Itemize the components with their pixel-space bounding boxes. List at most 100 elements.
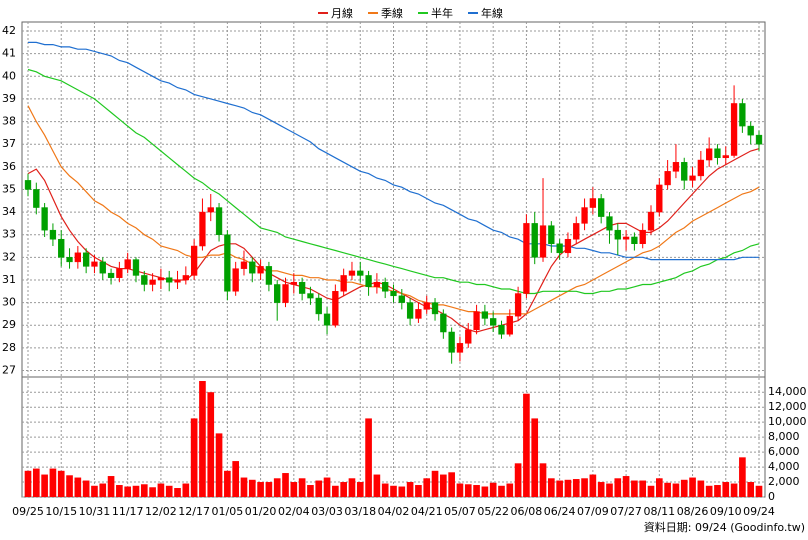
volume-bar <box>489 482 497 497</box>
volume-bar <box>639 480 647 497</box>
volume-bar <box>74 477 82 497</box>
candle-body <box>722 155 729 159</box>
volume-bar <box>257 482 264 497</box>
y-tick-label: 40 <box>2 69 16 82</box>
candle-body <box>647 211 655 231</box>
candle-body <box>66 257 73 263</box>
y-tick-label: 31 <box>2 273 16 286</box>
candle-body <box>249 261 256 274</box>
volume-bar <box>589 474 597 497</box>
y-tick-label: 34 <box>2 205 16 218</box>
volume-bar <box>539 463 547 497</box>
legend: 月線 季線 半年 年線 <box>318 6 503 20</box>
candle-body <box>282 284 289 303</box>
x-tick-label: 04/21 <box>411 505 443 518</box>
x-tick-label: 09/25 <box>12 505 44 518</box>
candle-body <box>415 309 422 319</box>
candle-body <box>174 279 181 283</box>
x-tick-label: 12/02 <box>145 505 177 518</box>
legend-label: 年線 <box>481 6 503 20</box>
volume-bar <box>174 488 181 497</box>
candle-body <box>265 266 273 285</box>
candle-body <box>739 103 746 127</box>
y-tick-label: 41 <box>2 47 16 60</box>
volume-bar <box>448 472 455 497</box>
volume-bar <box>514 463 522 497</box>
volume-bar <box>614 478 622 497</box>
volume-bar <box>182 483 190 497</box>
volume-bar <box>531 418 539 497</box>
volume-bar <box>381 483 389 497</box>
volume-bar <box>705 485 713 497</box>
volume-bar <box>57 470 65 497</box>
candle-body <box>149 279 156 285</box>
volume-bar <box>199 380 206 497</box>
legend-label: 月線 <box>331 6 353 20</box>
volume-bar <box>506 483 514 497</box>
volume-bar <box>356 482 364 497</box>
candle-body <box>406 302 414 319</box>
candle-body <box>240 261 248 269</box>
candle-body <box>498 324 505 335</box>
y-tick-label: 30 <box>2 296 16 309</box>
volume-bar <box>755 485 763 497</box>
volume-bar <box>498 485 505 497</box>
volume-bar <box>697 480 705 497</box>
candle-body <box>257 266 264 274</box>
volume-bar <box>581 478 588 497</box>
candle-body <box>132 259 140 276</box>
x-tick-label: 09/24 <box>743 505 775 518</box>
candle-body <box>340 275 347 292</box>
candle-body <box>730 103 738 156</box>
volume-tick-label: 2,000 <box>768 475 800 488</box>
volume-bar <box>473 485 480 497</box>
candle-body <box>747 125 754 136</box>
x-tick-label: 10/15 <box>45 505 77 518</box>
x-tick-label: 03/18 <box>344 505 376 518</box>
candle-body <box>681 162 688 181</box>
volume-bar <box>373 474 381 497</box>
candle-body <box>523 223 530 294</box>
x-tick-label: 03/03 <box>311 505 343 518</box>
candle-body <box>215 207 223 235</box>
volume-bar <box>157 483 165 497</box>
volume-bar <box>722 482 730 497</box>
candle-body <box>348 270 356 276</box>
volume-bar <box>431 470 439 497</box>
candle-body <box>41 207 48 231</box>
volume-tick-label: 10,000 <box>768 415 807 428</box>
candle-body <box>606 216 613 231</box>
candle-body <box>199 211 206 247</box>
candle-body <box>465 329 472 344</box>
volume-tick-label: 8,000 <box>768 430 800 443</box>
x-tick-label: 07/27 <box>610 505 642 518</box>
x-tick-label: 01/05 <box>212 505 244 518</box>
x-tick-label: 01/20 <box>245 505 277 518</box>
volume-bar <box>149 487 156 497</box>
volume-bar <box>680 479 688 497</box>
volume-bar <box>523 393 530 497</box>
volume-bar <box>207 392 215 497</box>
x-tick-label: 08/11 <box>643 505 675 518</box>
candle-body <box>514 293 522 317</box>
candle-body <box>74 252 81 263</box>
candle-body <box>382 281 389 292</box>
volume-bar <box>298 478 306 497</box>
volume-bar <box>24 470 32 497</box>
candle-body <box>440 313 447 333</box>
candle-body <box>573 223 580 240</box>
volume-bar <box>606 483 613 497</box>
y-tick-label: 35 <box>2 182 16 195</box>
y-tick-label: 29 <box>2 318 16 331</box>
volume-bar <box>290 482 298 497</box>
candle-body <box>656 184 663 213</box>
volume-bar <box>572 479 580 497</box>
candle-body <box>390 291 397 297</box>
candle-body <box>357 270 364 276</box>
volume-bar <box>548 478 555 497</box>
candle-body <box>82 252 90 267</box>
y-tick-label: 39 <box>2 92 16 105</box>
volume-bar <box>622 476 630 497</box>
candle-body <box>664 171 671 186</box>
candle-body <box>548 225 555 245</box>
